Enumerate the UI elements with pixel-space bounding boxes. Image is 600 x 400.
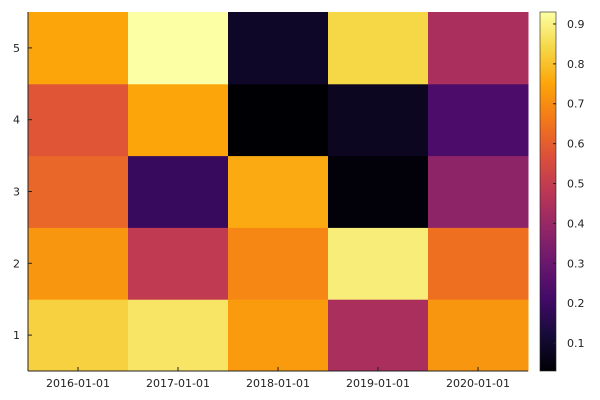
y-axis: 1 2 3 4 5 [13, 12, 32, 371]
heatmap-cell [28, 227, 129, 300]
heatmap-cell [328, 299, 429, 372]
x-tick-label: 2016-01-01 [46, 377, 110, 390]
heatmap-cell [28, 299, 129, 372]
colorbar-tick-label: 0.3 [567, 257, 585, 270]
heatmap-cell [328, 155, 429, 228]
heatmap-cell [428, 83, 529, 157]
heatmap-cell [428, 299, 529, 372]
heatmap-cell [128, 12, 229, 85]
heatmap-cell [28, 12, 129, 85]
x-tick-label: 2018-01-01 [246, 377, 310, 390]
heatmap-cell [128, 227, 229, 300]
heatmap-cell [28, 83, 129, 157]
heatmap-cell [228, 12, 329, 85]
x-axis: 2016-01-01 2017-01-01 2018-01-01 2019-01-01… [28, 367, 528, 390]
y-tick-label: 4 [13, 114, 20, 127]
heatmap-cell [228, 155, 329, 228]
heatmap-cell [328, 227, 429, 300]
heatmap-cell [228, 299, 329, 372]
heatmap-cell [328, 12, 429, 85]
heatmap-cell [28, 155, 129, 228]
colorbar-border [539, 11, 557, 372]
heatmap-cell [428, 227, 529, 300]
y-tick-label: 2 [13, 257, 20, 270]
heatmap-cells [28, 12, 529, 372]
colorbar-tick-label: 0.5 [567, 178, 585, 191]
heatmap-cell [428, 155, 529, 228]
colorbar-tick-label: 0.7 [567, 98, 585, 111]
heatmap-cell [128, 83, 229, 157]
heatmap-cell [228, 83, 329, 157]
colorbar-tick-label: 0.1 [567, 337, 585, 350]
x-tick-label: 2020-01-01 [446, 377, 510, 390]
heatmap-cell [328, 83, 429, 157]
heatmap-cell [128, 155, 229, 228]
colorbar-tick-label: 0.2 [567, 297, 585, 310]
y-tick-label: 3 [13, 186, 20, 199]
colorbar-tick-label: 0.8 [567, 58, 585, 71]
heatmap-cell [228, 227, 329, 300]
colorbar-tick-label: 0.4 [567, 217, 585, 230]
colorbar-tick-label: 0.9 [567, 18, 585, 31]
colorbar-gradient [540, 12, 556, 371]
colorbar: 0.1 0.2 0.3 0.4 0.5 0.6 0.7 0.8 0.9 [539, 11, 585, 372]
heatmap-cell [128, 299, 229, 372]
colorbar-tick-label: 0.6 [567, 138, 585, 151]
heatmap-cell [428, 12, 529, 85]
y-tick-label: 1 [13, 329, 20, 342]
x-tick-label: 2019-01-01 [346, 377, 410, 390]
x-tick-label: 2017-01-01 [146, 377, 210, 390]
y-tick-label: 5 [13, 42, 20, 55]
